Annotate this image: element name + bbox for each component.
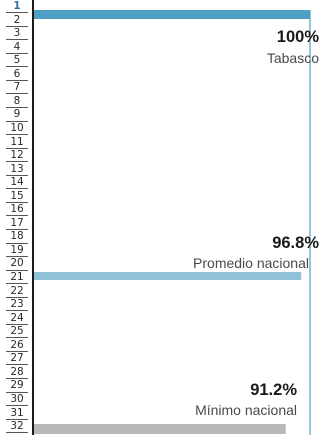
row-number-29: 29 bbox=[6, 379, 28, 393]
row-number-16: 16 bbox=[6, 203, 28, 217]
row-number-7: 7 bbox=[6, 81, 28, 95]
row-number-3: 3 bbox=[6, 27, 28, 41]
row-number-24: 24 bbox=[6, 312, 28, 325]
row-number-17: 17 bbox=[6, 217, 28, 230]
row-number-21: 21 bbox=[6, 271, 28, 285]
row-number-26: 26 bbox=[6, 339, 28, 352]
category-label-minimo-nacional: Mínimo nacional bbox=[195, 402, 297, 418]
row-number-11: 11 bbox=[6, 136, 28, 149]
row-number-1: 1 bbox=[6, 0, 28, 14]
row-number-31: 31 bbox=[6, 407, 28, 420]
value-label-promedio-nacional: 96.8% bbox=[272, 234, 319, 252]
row-number-18: 18 bbox=[6, 230, 28, 244]
bar-tabasco bbox=[34, 10, 310, 19]
row-number-28: 28 bbox=[6, 366, 28, 380]
row-number-12: 12 bbox=[6, 149, 28, 163]
row-number-27: 27 bbox=[6, 352, 28, 366]
row-number-30: 30 bbox=[6, 393, 28, 407]
bar-mínimo-nacional bbox=[34, 424, 286, 434]
row-number-15: 15 bbox=[6, 190, 28, 203]
row-number-19: 19 bbox=[6, 244, 28, 258]
row-number-22: 22 bbox=[6, 285, 28, 298]
category-label-tabasco: Tabasco bbox=[266, 50, 319, 66]
row-number-8: 8 bbox=[6, 95, 28, 109]
row-number-13: 13 bbox=[6, 163, 28, 176]
category-label-promedio-nacional: Promedio nacional bbox=[193, 255, 309, 271]
row-number-4: 4 bbox=[6, 41, 28, 54]
row-number-32: 32 bbox=[6, 420, 28, 434]
value-label-minimo-nacional: 91.2% bbox=[250, 381, 297, 399]
row-number-25: 25 bbox=[6, 325, 28, 339]
row-number-10: 10 bbox=[6, 122, 28, 136]
row-number-6: 6 bbox=[6, 68, 28, 81]
bar-promedio-nacional bbox=[34, 272, 302, 280]
row-number-9: 9 bbox=[6, 108, 28, 122]
row-number-20: 20 bbox=[6, 257, 28, 271]
row-number-14: 14 bbox=[6, 176, 28, 190]
row-number-5: 5 bbox=[6, 54, 28, 68]
row-number-2: 2 bbox=[6, 14, 28, 27]
value-label-tabasco: 100% bbox=[276, 28, 319, 46]
row-number-23: 23 bbox=[6, 298, 28, 312]
row-number-gutter: 1 2 3 4 5 6 7 8 9 10 11 12 13 14 15 16 17 18 19 20 21 22 23 24 2… bbox=[0, 0, 34, 435]
